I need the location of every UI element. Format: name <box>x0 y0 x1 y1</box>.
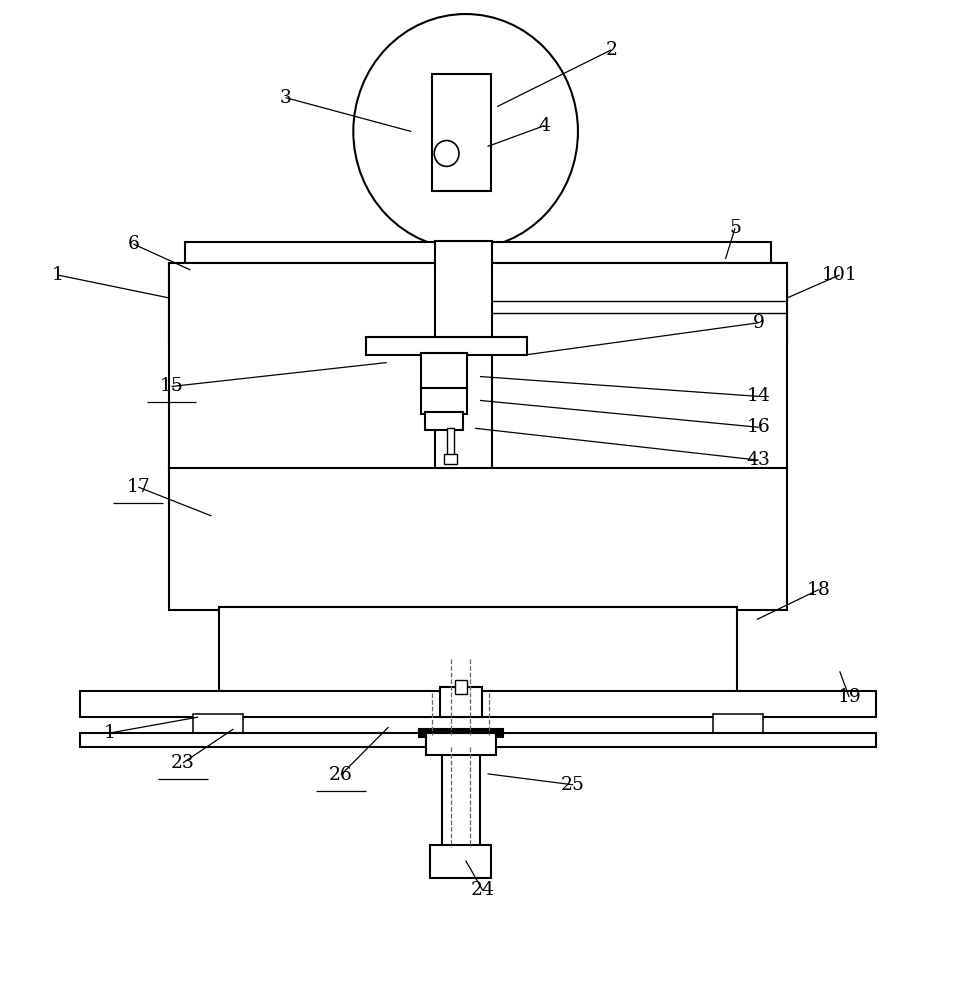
Bar <box>432 74 491 191</box>
Text: 6: 6 <box>127 235 140 253</box>
Bar <box>424 412 463 430</box>
Bar <box>444 454 457 464</box>
Bar <box>713 714 763 736</box>
Text: 24: 24 <box>470 881 495 899</box>
Text: 19: 19 <box>837 688 861 706</box>
Bar <box>442 735 480 847</box>
Text: 5: 5 <box>729 219 741 237</box>
Bar <box>446 428 454 458</box>
Bar <box>435 341 492 470</box>
Text: 1: 1 <box>52 266 63 284</box>
Text: 14: 14 <box>747 387 771 405</box>
Bar <box>425 733 496 755</box>
Text: 4: 4 <box>538 117 551 135</box>
Text: 9: 9 <box>753 314 765 332</box>
Text: 23: 23 <box>171 754 195 772</box>
Bar <box>440 687 482 717</box>
Bar <box>421 388 467 414</box>
Bar <box>430 845 491 878</box>
Bar <box>80 691 876 717</box>
Bar <box>421 353 467 390</box>
Text: 15: 15 <box>160 377 184 395</box>
Bar <box>219 607 737 694</box>
Bar <box>80 733 876 747</box>
Text: 3: 3 <box>280 89 292 107</box>
Text: 43: 43 <box>747 451 771 469</box>
Text: 17: 17 <box>126 478 150 496</box>
Bar <box>734 263 753 275</box>
Text: 1: 1 <box>103 724 116 742</box>
Bar <box>168 263 788 470</box>
Bar <box>419 729 503 737</box>
Bar <box>455 680 467 694</box>
Text: 25: 25 <box>561 776 585 794</box>
Circle shape <box>354 14 578 249</box>
Text: 101: 101 <box>822 266 858 284</box>
Bar <box>435 241 492 341</box>
Text: 18: 18 <box>807 581 831 599</box>
Bar <box>193 714 243 736</box>
Text: 26: 26 <box>329 766 353 784</box>
Bar <box>185 263 204 275</box>
Bar <box>168 263 788 341</box>
Text: 2: 2 <box>605 41 618 59</box>
Bar <box>185 242 771 266</box>
Bar <box>366 337 528 355</box>
Text: 16: 16 <box>747 418 771 436</box>
Circle shape <box>434 141 459 166</box>
Bar <box>168 468 788 610</box>
